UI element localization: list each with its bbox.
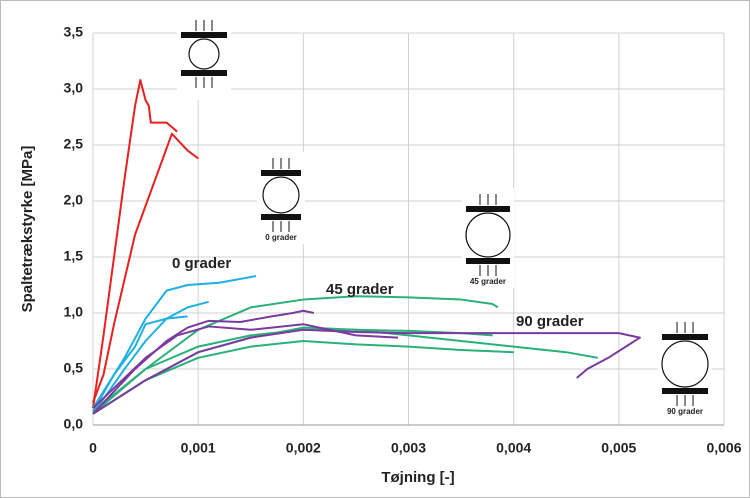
- series-line: [92, 275, 257, 409]
- series-line: [92, 340, 514, 415]
- annotation: 0 grader: [172, 255, 231, 272]
- series-line: [92, 300, 209, 415]
- y-tick-label: 1,0: [64, 304, 84, 320]
- series-line: [92, 132, 199, 403]
- icon-plate: [662, 388, 708, 394]
- icon-plate: [181, 32, 227, 38]
- series-line: [92, 328, 641, 415]
- y-tick-label: 2,5: [64, 136, 84, 152]
- series-line: [92, 79, 178, 409]
- x-tick-label: 0,004: [496, 440, 531, 456]
- icon-specimen: [262, 176, 300, 214]
- y-tick-label: 2,0: [64, 192, 84, 208]
- annotation: 90 grader: [516, 313, 584, 330]
- icon-plate: [662, 334, 708, 340]
- series-line: [92, 295, 499, 415]
- icon-plate: [466, 206, 510, 212]
- y-tick-label: 1,5: [64, 248, 84, 264]
- y-tick-label: 3,5: [64, 24, 84, 40]
- x-tick-label: 0,006: [706, 440, 741, 456]
- y-tick-label: 0,0: [64, 416, 84, 432]
- y-tick-label: 0,5: [64, 360, 84, 376]
- x-tick-label: 0: [89, 440, 97, 456]
- x-tick-label: 0,002: [286, 440, 321, 456]
- icon-label: 0 grader: [265, 233, 297, 242]
- icon-plate: [181, 70, 227, 76]
- x-tick-label: 0,003: [391, 440, 426, 456]
- icon-plate: [261, 170, 301, 176]
- y-tick-label: 3,0: [64, 80, 84, 96]
- icon-specimen: [661, 340, 709, 388]
- icon-specimen: [188, 38, 220, 70]
- y-axis-title: Spaltetrækstyrke [MPa]: [19, 146, 36, 313]
- annotation: 45 grader: [326, 281, 394, 298]
- x-axis-title: Tøjning [-]: [381, 469, 454, 486]
- icon-label: 45 grader: [470, 277, 506, 286]
- series-line: [92, 315, 188, 413]
- x-tick-label: 0,001: [181, 440, 216, 456]
- series-line: [92, 323, 399, 409]
- icon-plate: [466, 258, 510, 264]
- icon-label: 90 grader: [667, 407, 703, 416]
- icon-plate: [261, 214, 301, 220]
- icon-specimen: [465, 212, 511, 258]
- x-tick-label: 0,005: [601, 440, 636, 456]
